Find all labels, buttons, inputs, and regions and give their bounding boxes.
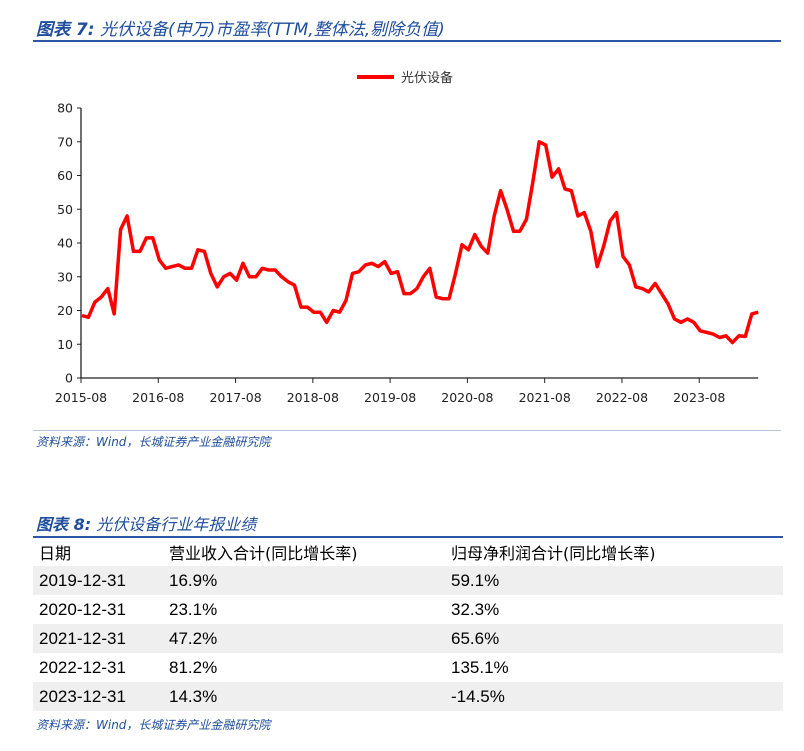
figure8-title-text: 光伏设备行业年报业绩 — [96, 515, 257, 534]
performance-table: 日期 营业收入合计(同比增长率) 归母净利润合计(同比增长率) 2019-12-… — [33, 537, 783, 711]
header-net-profit: 归母净利润合计(同比增长率) — [451, 543, 656, 563]
figure7-title-text: 光伏设备(申万)市盈率(TTM,整体法,剔除负值) — [99, 20, 445, 40]
chart-legend: 光伏设备 — [357, 70, 453, 86]
pe-line-chart: 光伏设备 0 10 20 30 40 50 60 70 80 2015-08 2016-08 2017… — [55, 70, 759, 405]
y-tick-label: 60 — [57, 168, 73, 183]
cell-net-profit: 65.6% — [451, 628, 500, 648]
x-tick-label: 2015-08 — [55, 390, 107, 405]
x-tick-label: 2016-08 — [132, 390, 184, 405]
cell-net-profit: 59.1% — [451, 570, 500, 590]
x-tick-label: 2019-08 — [364, 390, 416, 405]
x-tick-label: 2018-08 — [287, 390, 339, 405]
series-line-光伏设备 — [81, 140, 759, 345]
y-tick-label: 80 — [57, 101, 73, 116]
x-tick-label: 2022-08 — [596, 390, 648, 405]
table-header-row: 日期 营业收入合计(同比增长率) 归母净利润合计(同比增长率) — [33, 537, 783, 566]
table-row: 2021-12-31 47.2% 65.6% — [33, 624, 783, 653]
y-tick-label: 50 — [57, 202, 73, 217]
table-row: 2020-12-31 23.1% 32.3% — [33, 595, 783, 624]
y-tick-label: 70 — [57, 134, 73, 149]
cell-revenue: 23.1% — [169, 599, 218, 619]
figure7-label: 图表 7: — [36, 20, 95, 40]
cell-date: 2020-12-31 — [39, 599, 126, 619]
title-rule — [33, 40, 781, 42]
source-rule — [33, 430, 781, 431]
header-revenue: 营业收入合计(同比增长率) — [169, 543, 358, 563]
y-tick-label: 20 — [57, 303, 73, 318]
y-tick-label: 0 — [65, 371, 73, 386]
table-row: 2023-12-31 14.3% -14.5% — [33, 682, 783, 711]
figure8-label: 图表 8: — [36, 515, 92, 534]
cell-net-profit: 135.1% — [451, 657, 509, 677]
cell-date: 2022-12-31 — [39, 657, 126, 677]
figure8-title: 图表 8: 光伏设备行业年报业绩 — [36, 511, 256, 535]
table-rule — [33, 536, 783, 538]
cell-revenue: 47.2% — [169, 628, 218, 648]
figure7-source: 资料来源：Wind，长城证券产业金融研究院 — [36, 435, 271, 449]
cell-date: 2021-12-31 — [39, 628, 126, 648]
cell-date: 2023-12-31 — [39, 686, 126, 706]
legend-label: 光伏设备 — [401, 70, 453, 86]
x-tick-label: 2017-08 — [209, 390, 261, 405]
header-date: 日期 — [39, 543, 72, 563]
x-tick-label: 2021-08 — [519, 390, 571, 405]
table-row: 2022-12-31 81.2% 135.1% — [33, 653, 783, 682]
cell-revenue: 81.2% — [169, 657, 218, 677]
cell-date: 2019-12-31 — [39, 570, 126, 590]
cell-revenue: 14.3% — [169, 686, 218, 706]
figure7-title: 图表 7: 光伏设备(申万)市盈率(TTM,整体法,剔除负值) — [36, 15, 445, 40]
cell-net-profit: 32.3% — [451, 599, 500, 619]
y-tick-label: 30 — [57, 269, 73, 284]
table-row: 2019-12-31 16.9% 59.1% — [33, 566, 783, 595]
cell-net-profit: -14.5% — [451, 686, 505, 706]
y-tick-label: 10 — [57, 337, 73, 352]
x-tick-label: 2020-08 — [441, 390, 493, 405]
figure8-source: 资料来源：Wind，长城证券产业金融研究院 — [36, 718, 271, 732]
y-tick-label: 40 — [57, 236, 73, 251]
cell-revenue: 16.9% — [169, 570, 218, 590]
x-tick-label: 2023-08 — [673, 390, 725, 405]
